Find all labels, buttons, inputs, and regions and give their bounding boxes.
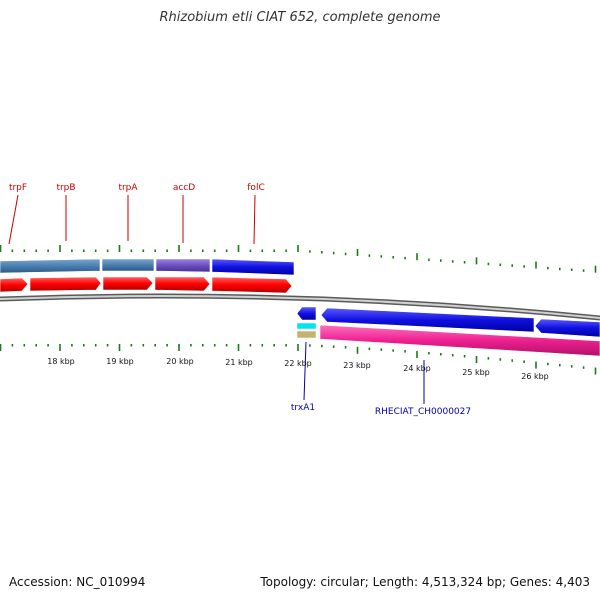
scale-label: 21 kbp [225, 358, 253, 367]
gene-label[interactable]: folC [247, 183, 264, 193]
scale-labels: 18 kbp 19 kbp 20 kbp 21 kbp 22 kbp 23 kb… [47, 357, 549, 381]
leader-lines-bottom [303, 341, 425, 404]
gene-feature[interactable] [319, 324, 600, 357]
gene-label[interactable]: accD [173, 183, 195, 193]
accession-label: Accession: NC_010994 [9, 575, 146, 589]
scale-label: 19 kbp [106, 357, 134, 366]
gene-feature[interactable] [155, 258, 211, 273]
gene-label[interactable]: trxA1 [291, 403, 315, 413]
scale-label: 25 kbp [462, 368, 490, 377]
scale-label: 18 kbp [47, 357, 75, 366]
gene-label[interactable]: RHECIAT_CH0000027 [375, 407, 471, 417]
reverse-arrow-icon[interactable] [320, 307, 535, 333]
forward-arrow-icon[interactable] [211, 276, 293, 294]
gene-label[interactable]: trpF [9, 183, 27, 193]
gene-label[interactable]: trpB [56, 183, 75, 193]
scale-ticks-top [0, 245, 597, 273]
reverse-arrow-icon[interactable] [296, 306, 317, 321]
scale-label: 20 kbp [166, 357, 194, 366]
scale-ticks-bottom [0, 344, 597, 375]
cds-track [0, 276, 293, 294]
gene-labels-bottom: trxA1 RHECIAT_CH0000027 [291, 403, 471, 417]
forward-arrow-icon[interactable] [102, 276, 154, 291]
scale-label: 24 kbp [403, 364, 431, 373]
scale-label: 26 kbp [521, 372, 549, 381]
feature-track-right [296, 306, 600, 357]
genome-backbone [0, 293, 600, 321]
leader-lines-top [8, 194, 256, 245]
forward-arrow-icon[interactable] [0, 277, 29, 293]
gene-feature[interactable] [211, 258, 295, 276]
scale-label: 22 kbp [284, 359, 312, 368]
forward-arrow-icon[interactable] [154, 276, 211, 292]
feature-track-upper [0, 258, 295, 276]
reverse-arrow-icon[interactable] [534, 318, 600, 338]
map-title: Rhizobium etli CIAT 652, complete genome [159, 10, 441, 25]
gene-labels-top: trpF trpB trpA accD folC [9, 183, 265, 193]
gene-feature[interactable] [101, 258, 155, 272]
topology-label: Topology: circular; Length: 4,513,324 bp… [260, 575, 590, 589]
scale-label: 23 kbp [343, 361, 371, 370]
forward-arrow-icon[interactable] [29, 276, 102, 292]
gene-label[interactable]: trpA [118, 183, 138, 193]
gene-feature[interactable] [296, 322, 317, 330]
gene-feature[interactable] [296, 330, 317, 339]
gene-feature[interactable] [0, 258, 101, 274]
